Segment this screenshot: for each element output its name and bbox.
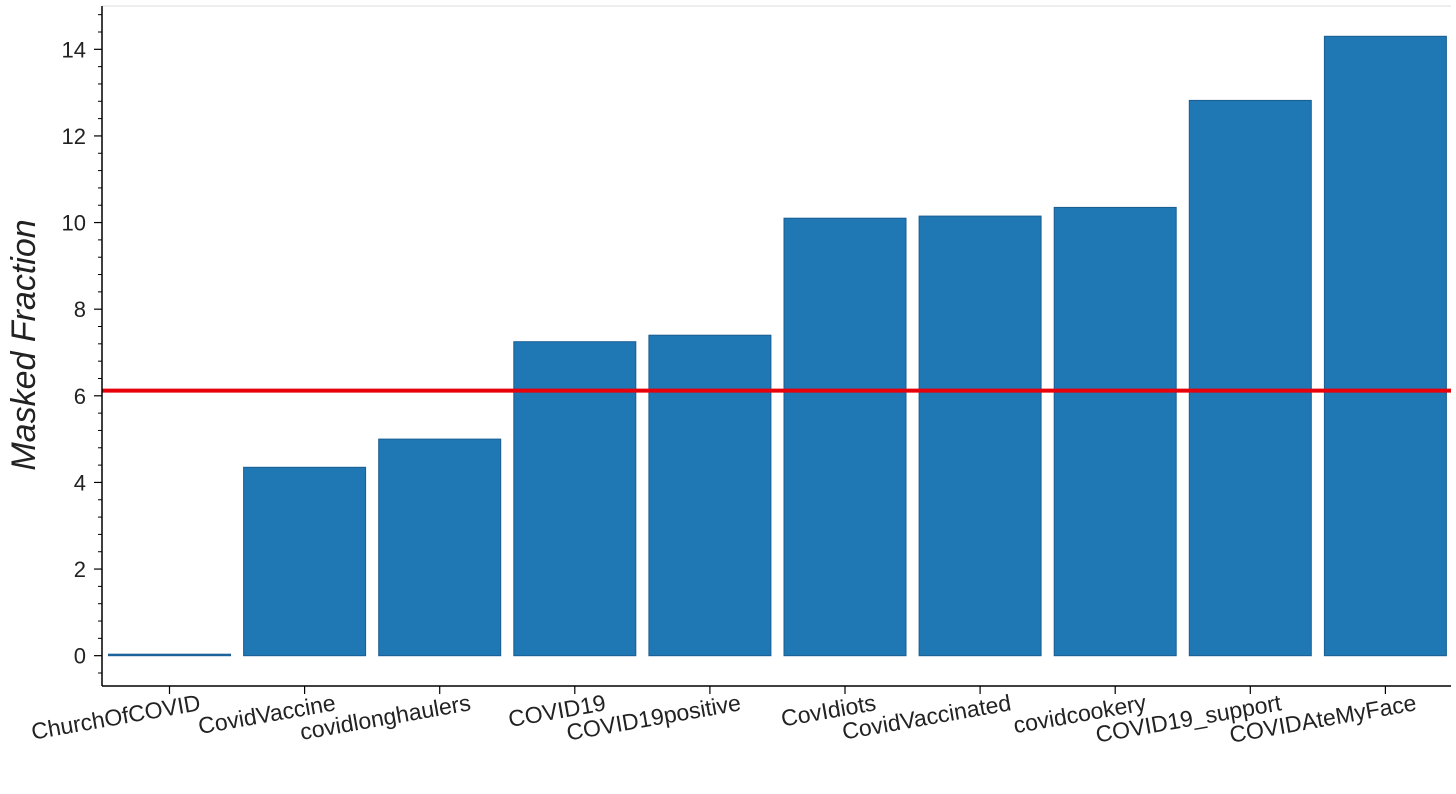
- y-tick-label-8: 8: [74, 297, 86, 322]
- bar-COVID19positive: [648, 334, 772, 657]
- bar-COVID19: [513, 341, 637, 657]
- bar-CovidVaccine: [243, 466, 367, 657]
- y-tick-label-12: 12: [62, 124, 86, 149]
- bar-COVIDAteMyFace: [1323, 35, 1447, 657]
- bar-COVID19_support: [1188, 99, 1312, 657]
- bar-covidcookery: [1053, 206, 1177, 657]
- x-tick-label-ChurchOfCOVID: ChurchOfCOVID: [29, 689, 202, 744]
- bar-CovIdiots: [783, 217, 907, 657]
- y-axis-title: Masked Fraction: [5, 219, 43, 470]
- y-tick-label-2: 2: [74, 557, 86, 582]
- y-tick-label-10: 10: [62, 211, 86, 236]
- bar-covidlonghaulers: [378, 438, 502, 657]
- y-tick-label-14: 14: [62, 37, 86, 62]
- y-tick-label-6: 6: [74, 384, 86, 409]
- bar-ChurchOfCOVID: [108, 653, 231, 657]
- bar-CovidVaccinated: [918, 215, 1042, 657]
- bars-layer: [108, 35, 1447, 657]
- y-tick-label-0: 0: [74, 644, 86, 669]
- y-tick-label-4: 4: [74, 470, 86, 495]
- axes-layer: [101, 6, 1451, 687]
- x-ticks-layer: ChurchOfCOVIDCovidVaccinecovidlonghauler…: [29, 686, 1418, 748]
- y-ticks-layer: 0 2 4 6 8 10 12 14: [62, 14, 102, 674]
